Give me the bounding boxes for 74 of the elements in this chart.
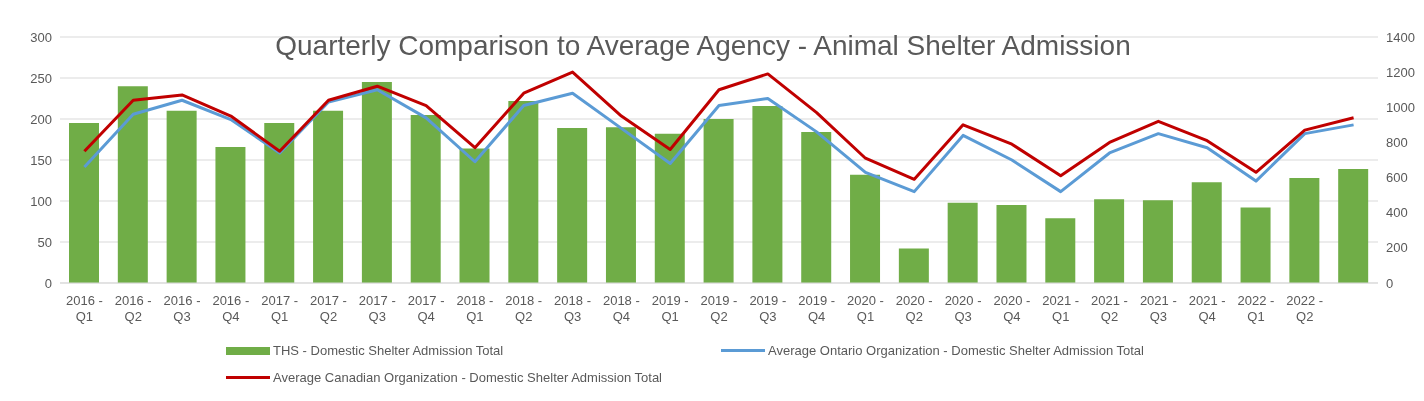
y-tick-label: 150 <box>30 152 52 168</box>
legend-label: THS - Domestic Shelter Admission Total <box>273 343 504 358</box>
y2-tick-label: 1000 <box>1386 99 1415 115</box>
bar <box>410 114 441 283</box>
bar <box>313 110 344 283</box>
bar <box>1240 207 1271 283</box>
y2-tick-label: 1400 <box>1386 29 1415 45</box>
bar <box>996 205 1027 283</box>
x-tick-label: 2019 - Q2 <box>700 293 738 324</box>
chart-title: Quarterly Comparison to Average Agency - Animal Shelter Admission <box>275 30 1131 61</box>
bar <box>117 86 148 283</box>
x-tick-label: 2020 - Q4 <box>993 293 1031 324</box>
x-tick-label: 2017 - Q1 <box>261 293 299 324</box>
y-tick-label: 200 <box>30 111 52 127</box>
x-tick-label: 2016 - Q1 <box>65 293 103 324</box>
x-tick-label: 2018 - Q1 <box>456 293 494 324</box>
bar <box>1142 200 1173 283</box>
x-tick-label: 2020 - Q3 <box>944 293 982 324</box>
y2-tick-label: 0 <box>1386 275 1394 291</box>
y-tick-label: 250 <box>30 70 52 86</box>
y-tick-label: 300 <box>30 29 52 45</box>
bar <box>898 248 929 283</box>
x-tick-label: 2021 - Q3 <box>1139 293 1177 324</box>
x-tick-label: 2016 - Q3 <box>163 293 201 324</box>
y2-tick-label: 800 <box>1386 135 1408 151</box>
bar <box>361 82 392 283</box>
bar <box>166 110 197 283</box>
x-tick-label: 2018 - Q2 <box>505 293 543 324</box>
bar <box>1289 178 1320 283</box>
line-series <box>82 70 1356 181</box>
bar <box>752 105 783 283</box>
x-tick-label: 2017 - Q4 <box>407 293 445 324</box>
y-tick-label: 50 <box>37 234 52 250</box>
bar <box>1191 182 1222 283</box>
bar <box>801 132 832 283</box>
x-tick-label: 2018 - Q4 <box>602 293 640 324</box>
y2-tick-label: 600 <box>1386 170 1408 186</box>
x-tick-label: 2021 - Q2 <box>1091 293 1128 324</box>
x-tick-label: 2017 - Q2 <box>310 293 347 324</box>
y-tick-label: 0 <box>44 275 52 291</box>
bar <box>69 123 99 283</box>
line-series <box>82 88 1356 194</box>
bar <box>459 148 490 283</box>
bar <box>264 123 295 283</box>
bar <box>215 146 246 283</box>
x-tick-label: 2018 - Q3 <box>554 293 591 324</box>
legend-label: Average Canadian Organization - Domestic Shelter Admission Total <box>273 370 663 385</box>
bar <box>557 128 588 283</box>
x-tick-label: 2019 - Q4 <box>798 293 836 324</box>
bar <box>508 100 539 283</box>
x-tick-label: 2021 - Q4 <box>1188 293 1226 324</box>
bar <box>947 202 978 283</box>
bar <box>1094 199 1125 283</box>
y-tick-label: 100 <box>30 193 52 209</box>
y2-tick-label: 1200 <box>1386 64 1415 80</box>
x-tick-label: 2017 - Q3 <box>358 293 396 324</box>
x-tick-label: 2019 - Q1 <box>651 293 689 324</box>
y2-tick-label: 400 <box>1386 205 1408 221</box>
bar <box>850 174 881 283</box>
bar <box>1338 169 1369 283</box>
x-tick-label: 2020 - Q1 <box>847 293 884 324</box>
x-tick-label: 2022 - Q1 <box>1237 293 1275 324</box>
legend-label: Average Ontario Organization - Domestic Shelter Admission Total <box>768 343 1144 358</box>
bar <box>605 127 636 283</box>
x-tick-label: 2021 - Q1 <box>1042 293 1080 324</box>
bar <box>1045 218 1076 283</box>
x-tick-label: 2016 - Q4 <box>212 293 250 324</box>
y2-tick-label: 200 <box>1386 240 1408 256</box>
x-tick-label: 2019 - Q3 <box>749 293 787 324</box>
x-tick-label: 2016 - Q2 <box>114 293 152 324</box>
bar <box>703 119 734 283</box>
x-tick-label: 2020 - Q2 <box>895 293 933 324</box>
bar <box>654 133 685 283</box>
x-tick-label: 2022 - Q2 <box>1286 293 1324 324</box>
